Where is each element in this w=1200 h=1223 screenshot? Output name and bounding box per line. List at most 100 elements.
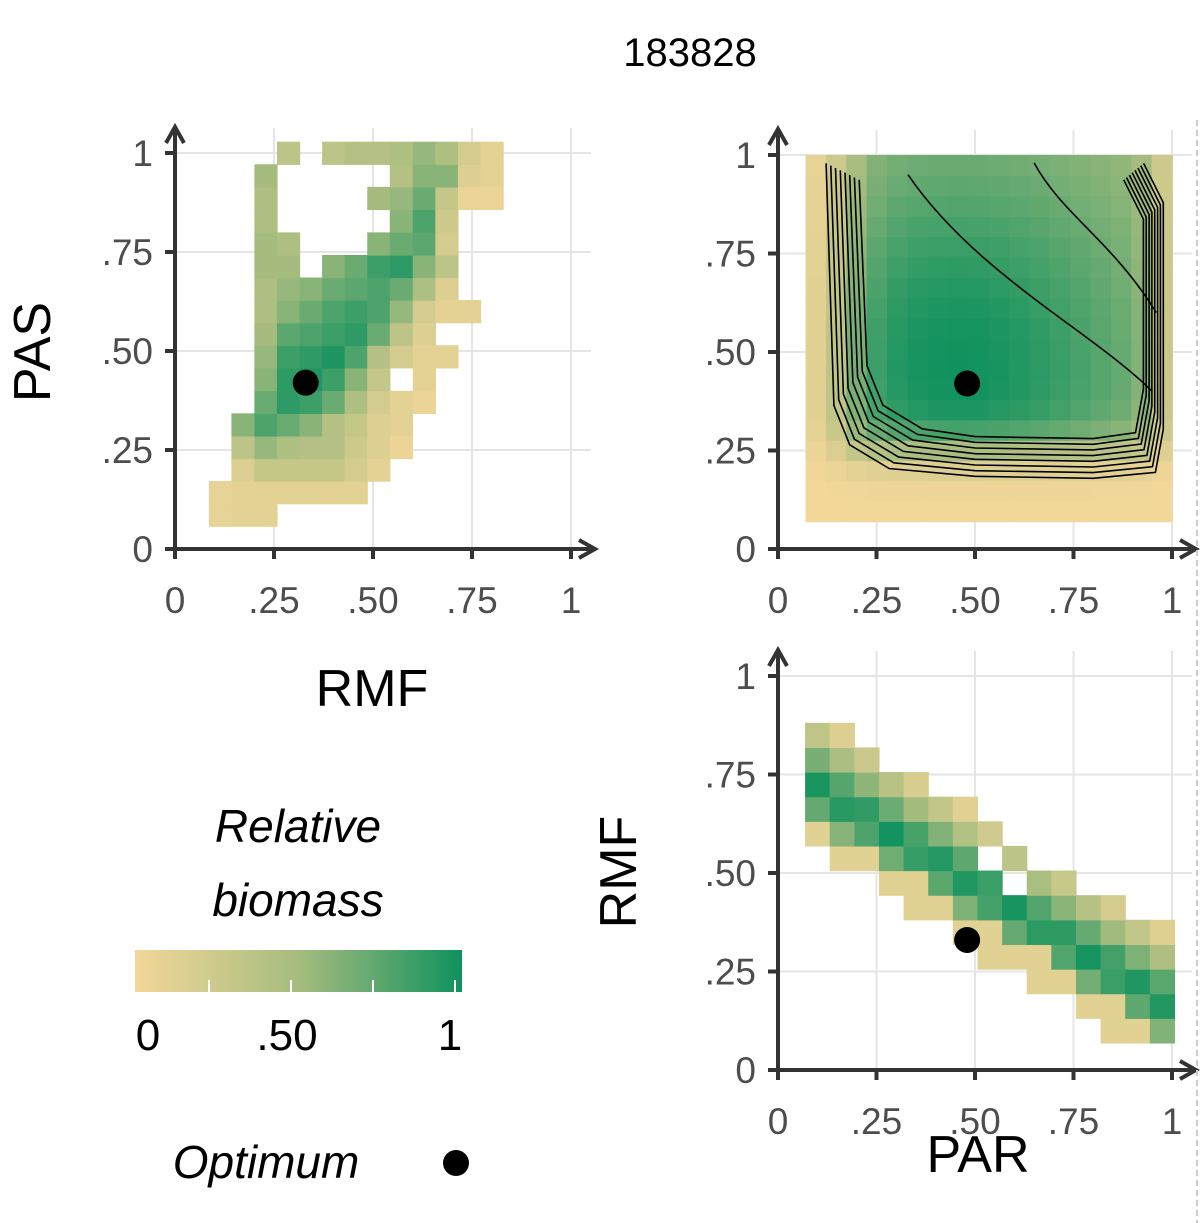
- surface-cell: [1110, 216, 1133, 238]
- heatmap-cell: [1100, 919, 1126, 946]
- surface-cell: [1110, 480, 1133, 502]
- surface-cell: [887, 338, 909, 360]
- heatmap-cell: [344, 300, 368, 324]
- surface-cell: [907, 439, 929, 462]
- heatmap-cell: [299, 300, 323, 324]
- heatmap-cell: [367, 186, 391, 211]
- surface-cell: [1110, 236, 1133, 258]
- surface-cell: [907, 399, 929, 421]
- surface-cell: [1029, 480, 1051, 502]
- surface-cell: [1029, 256, 1051, 278]
- heatmap-cell: [367, 435, 391, 460]
- heatmap-cell: [1149, 919, 1176, 946]
- heatmap-cell: [299, 345, 323, 369]
- heatmap-cell: [928, 821, 954, 847]
- surface-cell: [948, 317, 970, 340]
- surface-cell: [866, 297, 888, 319]
- surface-cell: [825, 460, 848, 482]
- surface-cell: [1070, 175, 1092, 197]
- surface-cell: [1029, 195, 1051, 217]
- surface-cell: [825, 378, 848, 401]
- contour-line: [844, 172, 1153, 457]
- surface-cell: [907, 480, 929, 502]
- surface-cell: [805, 155, 827, 177]
- heatmap-cell: [412, 232, 436, 256]
- x-tick-label: .50: [949, 1101, 1000, 1142]
- y-tick-label: .25: [102, 430, 153, 471]
- surface-cell: [927, 358, 949, 380]
- y-tick-label: .25: [705, 431, 756, 472]
- surface-cell: [927, 297, 949, 319]
- heatmap-cell: [977, 870, 1003, 896]
- heatmap-cell: [903, 870, 929, 896]
- surface-cell: [988, 236, 1010, 258]
- heatmap-cell: [903, 772, 929, 798]
- heatmap-cell: [928, 895, 954, 921]
- heatmap-cell: [299, 390, 323, 414]
- surface-cell: [1151, 460, 1173, 482]
- surface-cell: [1090, 256, 1112, 278]
- surface-cell: [887, 317, 909, 340]
- heatmap-cell: [1149, 1018, 1176, 1044]
- legend-optimum-label: Optimum: [173, 1136, 360, 1188]
- surface-cell: [825, 501, 848, 523]
- heatmap-cell: [1051, 944, 1077, 970]
- surface-cell: [968, 439, 990, 462]
- surface-cell: [907, 256, 929, 278]
- surface-cell: [907, 358, 929, 380]
- x-tick-label: .50: [949, 580, 1000, 621]
- surface-cell: [866, 480, 888, 502]
- heatmap-cell: [878, 796, 905, 822]
- heatmap-cell: [1100, 944, 1126, 970]
- heatmap-cell: [412, 367, 436, 392]
- surface-cell: [887, 501, 909, 523]
- heatmap-cell: [1100, 895, 1126, 921]
- heatmap-cell: [276, 322, 301, 346]
- surface-cell: [988, 439, 1010, 462]
- x-axis-arrow: [1179, 538, 1200, 560]
- heatmap-cell: [254, 209, 278, 233]
- tick-labels: 0 .25 .50 .75 1 0 .25 .50 .75 1: [102, 133, 582, 621]
- y-tick-label: .50: [705, 332, 756, 373]
- heatmap-cell: [1002, 944, 1028, 970]
- surface-cell: [1049, 195, 1072, 217]
- heatmap-cell: [276, 458, 301, 482]
- heatmap-cell: [1125, 944, 1151, 970]
- heatmap-cell: [1026, 944, 1052, 970]
- surface-cell: [988, 378, 1010, 401]
- surface-cell: [907, 277, 929, 299]
- surface-cell: [1049, 501, 1072, 523]
- surface-cell: [1070, 338, 1092, 360]
- surface-cell: [1009, 358, 1031, 380]
- surface-cell: [988, 419, 1010, 441]
- heatmap-cell: [903, 895, 929, 921]
- heatmap-cell: [480, 186, 504, 211]
- surface-cell: [866, 155, 888, 177]
- axes: [767, 645, 1200, 1081]
- surface-cell: [866, 460, 888, 482]
- surface-cell: [825, 439, 848, 462]
- heatmap-cell: [344, 390, 368, 414]
- heatmap-cell: [254, 164, 278, 188]
- heatmap-cell: [1026, 870, 1052, 896]
- surface-cell: [1029, 297, 1051, 319]
- surface-cell: [988, 317, 1010, 340]
- surface-cell: [988, 216, 1010, 238]
- heatmap-cell: [928, 796, 954, 822]
- surface-cell: [1029, 419, 1051, 441]
- heatmap-cell: [1149, 944, 1176, 970]
- x-tick-label: 0: [768, 580, 789, 621]
- heatmap-cell: [903, 796, 929, 822]
- surface-cell: [968, 216, 990, 238]
- heatmap-cell: [254, 254, 278, 279]
- surface-cell: [846, 195, 868, 217]
- heatmap-cell: [299, 413, 323, 437]
- surface-cell: [1131, 256, 1153, 278]
- optimum-point: [292, 369, 319, 396]
- surface-cell: [927, 460, 949, 482]
- optimum-point: [954, 370, 981, 397]
- surface-cell: [1009, 297, 1031, 319]
- heatmap-cell: [1051, 919, 1077, 946]
- surface-cell: [1049, 236, 1072, 258]
- surface-cell: [1009, 175, 1031, 197]
